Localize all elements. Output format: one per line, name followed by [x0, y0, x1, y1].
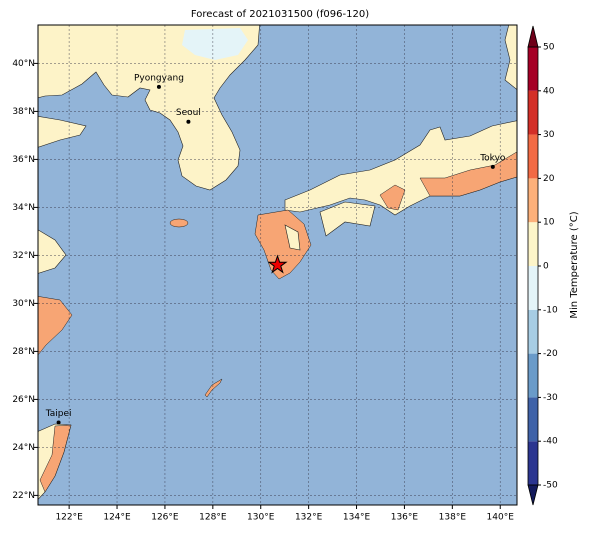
colorbar-tick-label: 30 [543, 130, 555, 140]
lat-tick-label: 32°N [12, 251, 35, 261]
land-okinawa [204, 378, 223, 398]
lat-tick-label: 22°N [12, 491, 35, 501]
lon-tick-label: 132°E [295, 513, 323, 523]
colorbar-tick-label: 10 [543, 218, 555, 228]
land-jeju [169, 218, 189, 228]
cold-patch [182, 28, 248, 60]
warm-china [38, 296, 73, 356]
colorbar-extend-under [527, 484, 539, 506]
lon-tick-label: 124°E [103, 513, 131, 523]
warm-honshu-mid [379, 184, 406, 211]
warm-honshu-east [419, 151, 517, 197]
city-dot [186, 119, 191, 124]
colorbar-tick-label: 0 [543, 262, 549, 272]
lat-tick-label: 40°N [12, 59, 35, 69]
colorbar-extend-over [527, 25, 539, 48]
colorbar-tick-label: -40 [543, 437, 558, 447]
colorbar-band [528, 309, 538, 354]
lon-tick-label: 130°E [247, 513, 275, 523]
colorbar-band [528, 134, 538, 179]
colorbar-tick-label: 50 [543, 43, 555, 53]
star-marker [267, 254, 288, 274]
warm-taiwan [39, 424, 72, 493]
map-frame [37, 24, 518, 506]
overlay: 122°E 124°E 126°E 128°E 130°E 132°E 134°E 136°E… [12, 59, 514, 523]
colorbar-band [528, 222, 538, 266]
lon-tick-label: 140°E [487, 513, 515, 523]
city-label: Taipei [45, 409, 72, 419]
city-label: Pyongyang [134, 73, 184, 83]
colorbar: -50 -40 -30 -20 -10 0 10 20 30 40 50 [527, 25, 558, 506]
colorbar-tick-label: 40 [543, 86, 555, 96]
colorbar-band [528, 90, 538, 135]
lat-tick-label: 38°N [12, 107, 35, 117]
lon-tick-label: 126°E [151, 513, 179, 523]
city-label: Seoul [176, 108, 201, 118]
colorbar-tick-label: 20 [543, 174, 555, 184]
colorbar-label: Min Temperature (°C) [569, 211, 580, 318]
colorbar-tick-label: -30 [543, 393, 558, 403]
colorbar-band [528, 266, 538, 310]
lon-tick-label: 136°E [391, 513, 419, 523]
lat-tick-label: 30°N [12, 299, 35, 309]
lat-tick-label: 36°N [12, 155, 35, 165]
colorbar-band [528, 397, 538, 442]
lat-tick-label: 34°N [12, 203, 35, 213]
colorbar-band [528, 353, 538, 398]
title: Forecast of 2021031500 (f096-120) [191, 9, 369, 20]
city-dot [56, 420, 61, 425]
colorbar-tick-label: -10 [543, 305, 558, 315]
colorbar-band [528, 47, 538, 91]
land-korea-china [38, 25, 260, 191]
lon-tick-label: 122°E [55, 513, 83, 523]
lat-tick-label: 28°N [12, 347, 35, 357]
lat-tick-label: 26°N [12, 395, 35, 405]
city-dot [490, 164, 495, 169]
colorbar-band [528, 178, 538, 223]
lon-tick-label: 138°E [439, 513, 467, 523]
colorbar-tick-label: -50 [543, 481, 558, 491]
graticule [38, 25, 517, 505]
land-shandong [38, 116, 87, 148]
colorbar-tick-label: -20 [543, 349, 558, 359]
land-shikoku [319, 201, 376, 237]
cool-kyushu [284, 224, 301, 251]
colorbar-band [528, 441, 538, 485]
city-label: Tokyo [479, 153, 506, 163]
land-hokkaido [504, 25, 517, 90]
lon-tick-label: 128°E [199, 513, 227, 523]
lat-tick-label: 24°N [12, 443, 35, 453]
city-dot [156, 84, 161, 89]
land-china-south [38, 229, 67, 274]
lon-tick-label: 134°E [343, 513, 371, 523]
basemap [38, 25, 517, 505]
